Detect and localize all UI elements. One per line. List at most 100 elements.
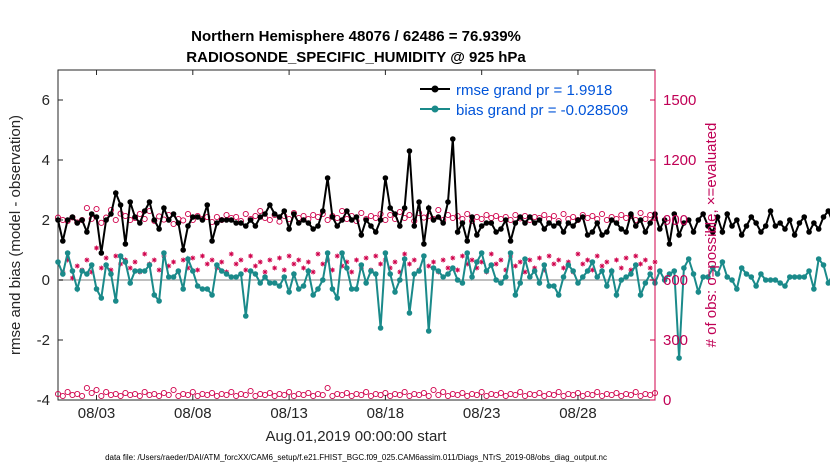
obs-possible-point bbox=[242, 391, 249, 399]
y2-tick-label: 1200 bbox=[663, 152, 696, 169]
rmse-point bbox=[334, 223, 341, 229]
bias-point bbox=[397, 277, 403, 283]
bias-point bbox=[796, 274, 803, 280]
rmse-point bbox=[517, 214, 523, 220]
bias-point bbox=[98, 295, 105, 301]
bias-point bbox=[165, 274, 172, 280]
bias-point bbox=[753, 283, 759, 289]
bias-point bbox=[579, 274, 586, 280]
obs-evaluated-point bbox=[238, 257, 244, 263]
y-tick-label: 4 bbox=[42, 152, 50, 169]
obs-evaluated-point bbox=[431, 259, 437, 265]
obs-evaluated-point bbox=[580, 261, 586, 267]
obs-evaluated-point bbox=[445, 265, 451, 271]
obs-evaluated-point bbox=[98, 265, 104, 271]
bias-point bbox=[324, 250, 331, 256]
rmse-point bbox=[445, 199, 451, 205]
bias-point bbox=[218, 268, 225, 274]
obs-possible-point bbox=[363, 388, 370, 396]
bias-point bbox=[743, 271, 750, 277]
rmse-point bbox=[647, 220, 653, 226]
rmse-point bbox=[286, 226, 292, 232]
bias-point bbox=[806, 268, 812, 274]
rmse-point bbox=[724, 211, 731, 217]
obs-evaluated-point bbox=[103, 255, 109, 261]
bias-point bbox=[709, 265, 716, 271]
obs-evaluated-point bbox=[228, 251, 234, 257]
bias-point bbox=[685, 256, 692, 262]
y2-tick-label: 600 bbox=[663, 272, 688, 289]
rmse-point bbox=[729, 223, 735, 229]
bias-point bbox=[377, 325, 384, 331]
obs-evaluated-point bbox=[392, 259, 398, 265]
bias-point bbox=[647, 271, 653, 277]
obs-possible-point bbox=[401, 388, 408, 396]
x-tick-label: 08/28 bbox=[559, 405, 597, 422]
axes-group: -4 -2 0 2 4 6 0 300 600 900 1200 1500 08/03 08/08 08/1… bbox=[37, 70, 696, 422]
rmse-point bbox=[719, 229, 726, 235]
bias-point bbox=[300, 283, 307, 289]
bias-point bbox=[137, 268, 143, 274]
bias-point bbox=[546, 283, 552, 289]
bias-point bbox=[478, 250, 485, 256]
obs-evaluated-point bbox=[493, 261, 499, 267]
bias-point bbox=[281, 274, 288, 280]
obs-possible-point bbox=[223, 391, 230, 399]
obs-possible-point bbox=[478, 215, 485, 223]
rmse-point bbox=[204, 202, 211, 208]
bias-point bbox=[681, 265, 687, 271]
obs-possible-point bbox=[435, 206, 442, 214]
rmse-point bbox=[560, 229, 567, 235]
bias-point bbox=[594, 274, 601, 280]
rmse-point bbox=[555, 220, 562, 226]
obs-evaluated-point bbox=[276, 255, 282, 261]
bias-point bbox=[695, 289, 702, 295]
bias-point bbox=[502, 274, 509, 280]
obs-evaluated-point bbox=[219, 259, 225, 265]
rmse-point bbox=[546, 220, 552, 226]
bias-point bbox=[512, 292, 519, 298]
bias-point bbox=[642, 280, 649, 286]
obs-evaluated-point bbox=[286, 253, 292, 259]
obs-evaluated-point bbox=[455, 267, 461, 273]
obs-possible-point bbox=[281, 391, 288, 399]
y2-tick-label: 900 bbox=[663, 212, 688, 229]
bias-point bbox=[459, 280, 466, 286]
bias-point bbox=[190, 268, 196, 274]
bias-point bbox=[262, 274, 268, 280]
obs-possible-point bbox=[233, 213, 240, 221]
obs-evaluated-point bbox=[248, 253, 254, 259]
bias-point bbox=[170, 274, 177, 280]
bias-point bbox=[117, 253, 124, 259]
y2-tick-label: 1500 bbox=[663, 92, 696, 109]
rmse-point bbox=[161, 205, 167, 211]
obs-possible-point bbox=[396, 208, 403, 216]
bias-point bbox=[194, 283, 201, 289]
bias-point bbox=[310, 292, 316, 298]
y-tick-label: 2 bbox=[42, 212, 50, 229]
obs-possible-point bbox=[512, 211, 519, 219]
bias-point bbox=[811, 286, 817, 292]
bias-point bbox=[714, 271, 721, 277]
rmse-point bbox=[170, 211, 177, 217]
bias-point bbox=[421, 253, 427, 259]
bias-point bbox=[257, 280, 264, 286]
rmse-point bbox=[117, 202, 124, 208]
bias-point bbox=[584, 268, 591, 274]
obs-possible-point bbox=[98, 392, 105, 400]
bias-point bbox=[353, 286, 360, 292]
obs-evaluated-point bbox=[594, 253, 600, 259]
bias-point bbox=[719, 259, 726, 265]
rmse-point bbox=[339, 217, 345, 223]
rmse-point bbox=[454, 229, 461, 235]
rmse-point bbox=[820, 214, 827, 220]
obs-evaluated-point bbox=[84, 257, 90, 263]
bias-point bbox=[820, 262, 827, 268]
rmse-point bbox=[233, 220, 239, 226]
rmse-point bbox=[762, 223, 769, 229]
rmse-point bbox=[262, 211, 268, 217]
rmse-point bbox=[199, 217, 206, 223]
rmse-point bbox=[276, 214, 283, 220]
bias-point bbox=[555, 292, 562, 298]
obs-evaluated-point bbox=[488, 251, 494, 257]
